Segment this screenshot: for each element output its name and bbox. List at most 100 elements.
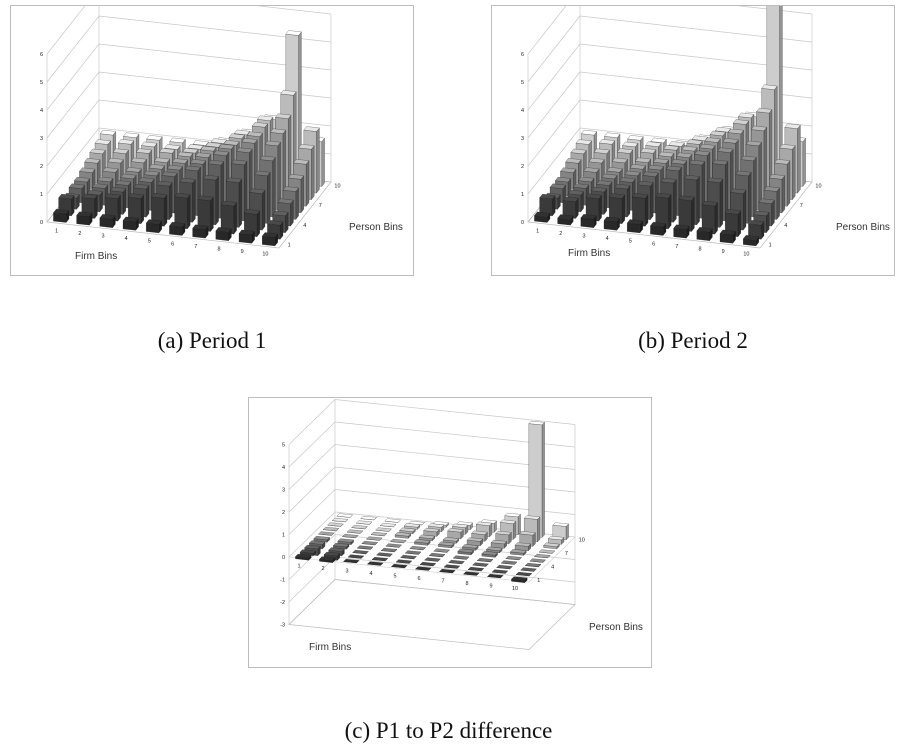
bar bbox=[318, 531, 335, 536]
x-tick-label: 3 bbox=[345, 568, 348, 574]
y-axis-title: Person Bins bbox=[836, 222, 890, 233]
bar bbox=[462, 544, 479, 551]
bar bbox=[346, 529, 364, 534]
bar bbox=[608, 193, 626, 225]
bar bbox=[452, 555, 470, 560]
bar bbox=[145, 219, 163, 234]
bar bbox=[394, 532, 412, 539]
bar bbox=[510, 549, 527, 556]
x-tick-label: 7 bbox=[675, 244, 678, 250]
bar bbox=[719, 229, 736, 244]
zero-plane bbox=[288, 511, 576, 583]
x-tick-label: 5 bbox=[148, 239, 151, 245]
bar bbox=[347, 554, 365, 559]
x-tick-label: 9 bbox=[489, 583, 492, 589]
bar bbox=[626, 219, 644, 234]
z-tick-label: 1 bbox=[282, 533, 285, 539]
y-tick-label: 7 bbox=[800, 203, 803, 209]
bar bbox=[585, 193, 602, 222]
bar bbox=[384, 518, 401, 523]
bar bbox=[547, 535, 565, 545]
x-tick-label: 6 bbox=[417, 576, 420, 582]
y-tick-label: 1 bbox=[769, 243, 772, 249]
z-tick-label: 0 bbox=[521, 220, 524, 226]
x-tick-label: 9 bbox=[722, 249, 725, 255]
bar bbox=[490, 539, 508, 549]
bar bbox=[447, 528, 464, 540]
z-tick-label: 4 bbox=[282, 465, 285, 471]
x-axis-title: Firm Bins bbox=[75, 251, 117, 262]
bar bbox=[632, 193, 649, 227]
z-tick-label: 3 bbox=[40, 136, 43, 142]
z-tick-label: 6 bbox=[40, 52, 43, 58]
x-tick-label: 10 bbox=[262, 252, 268, 258]
x-tick-label: 4 bbox=[606, 236, 609, 242]
bar bbox=[534, 211, 551, 223]
bar bbox=[360, 515, 377, 521]
y-tick-label: 10 bbox=[334, 183, 340, 189]
y-tick-label: 7 bbox=[319, 203, 322, 209]
x-tick-label: 8 bbox=[698, 247, 701, 253]
bar bbox=[122, 216, 139, 231]
z-tick-label: 2 bbox=[282, 510, 285, 516]
bars bbox=[534, 6, 806, 247]
bar bbox=[511, 576, 528, 583]
x-tick-label: 3 bbox=[101, 234, 104, 240]
bar bbox=[337, 538, 354, 545]
bar bbox=[439, 568, 456, 574]
bar bbox=[313, 535, 330, 543]
x-tick-label: 3 bbox=[582, 234, 585, 240]
bar bbox=[220, 200, 237, 235]
bar3d-chart-period-1: 0 1 2 3 4 5 6 1 2 3 4 5 6 7 8 9 10 1 4 7 10 Firm Bins Person B… bbox=[40, 6, 403, 262]
caption-period-1: (a) Period 1 bbox=[157, 328, 267, 353]
y-tick-label: 10 bbox=[579, 537, 585, 543]
bar bbox=[742, 235, 760, 247]
bar bbox=[355, 520, 373, 525]
z-tick-label: 5 bbox=[521, 80, 524, 86]
bar bbox=[366, 536, 383, 541]
x-tick-label: 7 bbox=[441, 578, 444, 584]
chart-panel-difference: -3 -2 -1 0 1 2 3 4 5 1 2 3 4 5 6 7 8 9 10 1 4 7 10 Firm Bins Per… bbox=[248, 397, 652, 668]
bar bbox=[500, 560, 518, 565]
z-tick-label: 1 bbox=[521, 192, 524, 198]
bar bbox=[472, 562, 489, 567]
x-tick-label: 5 bbox=[393, 573, 396, 579]
y-axis-title: Person Bins bbox=[349, 222, 403, 233]
bar bbox=[481, 551, 498, 558]
bar bbox=[487, 573, 504, 579]
axes-frame bbox=[288, 399, 576, 650]
z-tick-label: 5 bbox=[282, 443, 285, 449]
z-tick-label: 0 bbox=[282, 555, 285, 561]
bar bbox=[528, 420, 545, 538]
y-tick-label: 1 bbox=[537, 578, 540, 584]
z-tick-label: 4 bbox=[521, 108, 524, 114]
bar bbox=[215, 227, 232, 242]
bar bbox=[192, 224, 209, 239]
bar bbox=[238, 229, 255, 244]
bar bbox=[701, 200, 718, 235]
bar bbox=[428, 552, 446, 558]
zero-plane-outline bbox=[288, 511, 576, 583]
bar bbox=[696, 227, 713, 242]
bar bbox=[466, 537, 484, 547]
bar bbox=[370, 531, 388, 537]
bar bbox=[673, 224, 690, 239]
bar bbox=[534, 553, 551, 559]
x-tick-label: 1 bbox=[55, 228, 58, 234]
bar bbox=[519, 531, 536, 547]
bar bbox=[424, 557, 441, 562]
x-tick-label: 8 bbox=[217, 247, 220, 253]
x-tick-label: 10 bbox=[743, 252, 749, 258]
bar bbox=[376, 552, 393, 557]
bar bbox=[603, 216, 620, 231]
bar bbox=[496, 564, 513, 570]
floor-outline bbox=[288, 579, 576, 650]
y-tick-label: 7 bbox=[565, 551, 568, 557]
bar bbox=[678, 195, 695, 232]
x-tick-label: 1 bbox=[297, 563, 300, 569]
bar bbox=[343, 558, 360, 564]
bar bbox=[99, 214, 116, 229]
x-tick-label: 2 bbox=[559, 231, 562, 237]
bar bbox=[505, 555, 522, 561]
z-tick-label: 2 bbox=[40, 164, 43, 170]
